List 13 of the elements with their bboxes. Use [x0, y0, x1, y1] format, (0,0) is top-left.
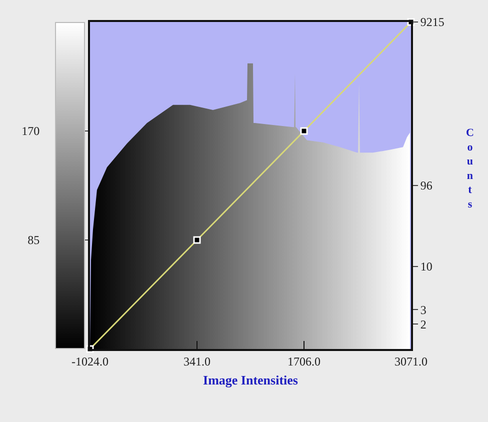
y2-tick-label: 9215: [420, 15, 444, 30]
x-tick-label: 341.0: [184, 354, 210, 368]
y-tick-label: 170: [22, 124, 40, 138]
x-tick-label: 3071.0: [394, 354, 428, 368]
y2-tick-label: 10: [420, 260, 432, 274]
y2-tick-label: 96: [420, 178, 432, 193]
y2-tick-label: 3: [420, 302, 426, 317]
y2-axis-title: Counts: [466, 127, 474, 210]
x-tick-label: 1706.0: [288, 354, 320, 368]
x-tick-label: -1024.0: [72, 354, 108, 368]
y-tick-label: 85: [28, 233, 40, 248]
y2-tick-label: 2: [420, 317, 426, 332]
x-axis-title: Image Intensities: [203, 372, 298, 388]
